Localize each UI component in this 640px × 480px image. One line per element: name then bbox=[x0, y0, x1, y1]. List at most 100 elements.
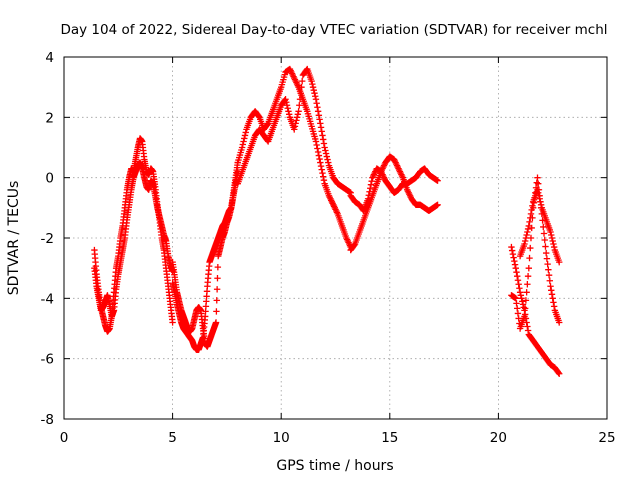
data-point bbox=[314, 145, 321, 152]
data-point bbox=[549, 295, 556, 302]
y-tick-label: -8 bbox=[41, 412, 54, 428]
data-point bbox=[319, 173, 327, 180]
data-point bbox=[213, 297, 220, 304]
data-point bbox=[550, 243, 558, 251]
data-point bbox=[550, 303, 558, 310]
data-point bbox=[522, 297, 530, 304]
data-point bbox=[535, 189, 542, 196]
x-tick-label: 25 bbox=[598, 430, 615, 446]
data-point bbox=[312, 96, 320, 103]
data-point bbox=[525, 222, 533, 230]
data-point bbox=[241, 132, 249, 139]
series-arc-e bbox=[234, 65, 354, 251]
x-tick-label: 20 bbox=[490, 430, 507, 446]
data-point bbox=[512, 264, 519, 272]
data-point bbox=[316, 116, 323, 123]
series-arc-h bbox=[347, 165, 441, 215]
data-point bbox=[522, 234, 530, 242]
data-point bbox=[541, 236, 548, 244]
data-point bbox=[241, 135, 248, 142]
data-point bbox=[317, 120, 324, 127]
data-point bbox=[547, 283, 554, 290]
data-point bbox=[285, 108, 292, 115]
data-point bbox=[519, 301, 527, 308]
data-point bbox=[524, 225, 532, 233]
data-point bbox=[514, 310, 522, 317]
data-point bbox=[521, 305, 529, 312]
data-point bbox=[535, 180, 542, 187]
data-point bbox=[319, 132, 326, 139]
x-axis-label: GPS time / hours bbox=[276, 458, 393, 474]
series-arc-d bbox=[169, 168, 241, 350]
data-point bbox=[514, 305, 521, 312]
series-arc-g bbox=[347, 153, 441, 254]
data-point bbox=[322, 147, 329, 154]
x-axis-ticks: 0 5 10 15 20 25 bbox=[60, 57, 616, 446]
data-point bbox=[317, 162, 325, 170]
data-point bbox=[535, 192, 543, 199]
data-point bbox=[527, 244, 534, 252]
data-point bbox=[316, 155, 323, 163]
y-tick-label: -2 bbox=[41, 231, 54, 247]
y-axis-ticks: -8 -6 -4 -2 0 2 4 bbox=[41, 50, 607, 428]
data-point bbox=[255, 113, 262, 120]
data-point bbox=[308, 77, 315, 85]
data-point bbox=[238, 144, 246, 151]
data-point bbox=[314, 104, 321, 111]
data-point bbox=[214, 275, 221, 282]
data-point bbox=[545, 272, 553, 279]
data-point bbox=[545, 266, 552, 273]
data-point bbox=[543, 255, 551, 262]
data-point bbox=[323, 153, 331, 160]
data-point bbox=[514, 277, 522, 284]
data-point bbox=[524, 327, 532, 334]
data-point bbox=[315, 112, 323, 119]
data-point bbox=[366, 188, 373, 195]
x-tick-label: 10 bbox=[273, 430, 290, 446]
data-point bbox=[527, 214, 534, 222]
data-point bbox=[317, 124, 325, 131]
series-arc-f bbox=[234, 65, 354, 196]
data-point bbox=[282, 96, 289, 103]
data-point bbox=[556, 370, 563, 377]
data-point bbox=[550, 240, 557, 248]
data-point bbox=[542, 249, 550, 257]
data-point bbox=[510, 254, 517, 261]
data-point bbox=[434, 177, 441, 184]
data-point bbox=[283, 99, 290, 106]
data-point bbox=[434, 201, 441, 209]
data-point bbox=[537, 201, 545, 209]
data-point bbox=[537, 198, 544, 205]
x-tick-label: 0 bbox=[60, 430, 69, 446]
series-arc-i bbox=[508, 243, 563, 377]
data-point bbox=[169, 319, 176, 326]
grid-lines bbox=[64, 57, 607, 419]
data-point bbox=[283, 102, 291, 109]
data-point bbox=[548, 231, 555, 239]
data-point bbox=[311, 90, 318, 97]
data-point bbox=[298, 83, 305, 91]
data-point bbox=[549, 237, 556, 245]
data-point bbox=[309, 80, 316, 88]
data-point bbox=[533, 179, 540, 186]
y-axis-label: SDTVAR / TECUs bbox=[6, 181, 22, 296]
data-point bbox=[285, 111, 293, 118]
data-point bbox=[512, 295, 519, 302]
data-point bbox=[295, 108, 302, 115]
data-point bbox=[298, 77, 306, 85]
data-point bbox=[294, 111, 302, 118]
data-point bbox=[526, 218, 533, 226]
data-point bbox=[240, 138, 247, 145]
data-point bbox=[519, 298, 526, 305]
data-point bbox=[540, 230, 548, 237]
data-point bbox=[214, 263, 222, 271]
data-point bbox=[528, 206, 535, 214]
data-point bbox=[297, 90, 304, 97]
data-point bbox=[556, 319, 563, 326]
data-point bbox=[296, 96, 304, 103]
data-point bbox=[526, 254, 533, 262]
data-point bbox=[317, 159, 324, 166]
series-arc-b bbox=[91, 159, 176, 320]
data-point bbox=[315, 152, 323, 159]
